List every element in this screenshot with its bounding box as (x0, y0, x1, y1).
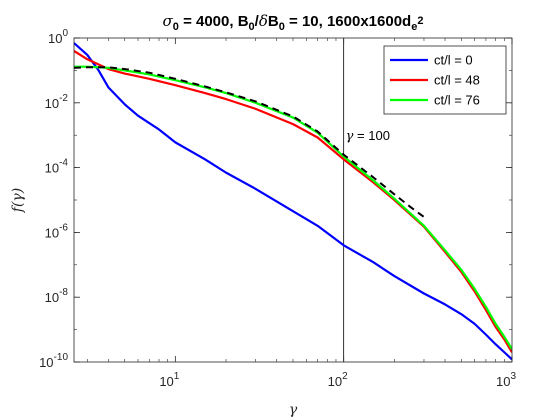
x-tick-label: 103 (496, 371, 516, 389)
y-tick-label: 10-6 (45, 222, 69, 240)
x-tick-label: 102 (328, 371, 348, 389)
x-axis-label-text: γ (289, 402, 298, 418)
y-tick-label: 10-4 (45, 158, 69, 176)
legend-item: ct/l = 0 (390, 53, 473, 68)
legend-item: ct/l = 76 (390, 93, 480, 108)
legend-label: ct/l = 0 (434, 53, 473, 68)
y-tick-label: 10-8 (45, 287, 69, 305)
y-tick-label: 10-2 (45, 93, 69, 111)
series-line-dashed-fit (74, 66, 425, 218)
y-axis-label: f(γ) (10, 188, 26, 213)
gamma-100-annotation: γ = 100 (346, 128, 390, 144)
y-tick-label: 10-10 (39, 352, 68, 370)
legend-item: ct/l = 48 (390, 73, 480, 88)
series-line-2 (74, 65, 512, 350)
legend: ct/l = 0 ct/l = 48 ct/l = 76 (383, 45, 507, 115)
y-tick-label: 100 (48, 28, 68, 46)
x-tick-label: 101 (159, 371, 179, 389)
chart-title: σ0 = 4000, B0/δB0 = 10, 1600x1600de2 (163, 12, 424, 33)
series-line-1 (74, 49, 512, 353)
series-line-0 (74, 42, 512, 361)
title-text: σ0 = 4000, B0/δB0 = 10, 1600x1600de2 (163, 12, 424, 33)
axis-ticks: 101 102 103 10-10 10-8 10-6 10-4 10-2 100 (39, 28, 516, 389)
legend-label: ct/l = 76 (434, 93, 480, 108)
x-axis-label: γ (289, 402, 298, 418)
series-lines (74, 38, 512, 362)
legend-label: ct/l = 48 (434, 73, 480, 88)
y-axis-label-text: f(γ) (10, 188, 26, 213)
